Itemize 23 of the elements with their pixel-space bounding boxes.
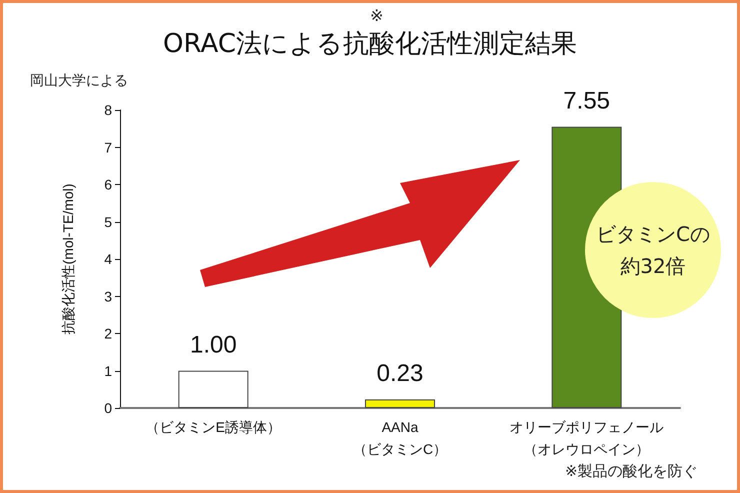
y-axis-title: 抗酸化活性(mol-TE/mol) xyxy=(60,184,76,334)
y-tick-label: 6 xyxy=(104,176,112,192)
text: ※ xyxy=(370,6,384,25)
data-label: 1.00 xyxy=(190,331,237,358)
y-tick-label: 2 xyxy=(104,326,112,342)
y-tick-label: 1 xyxy=(104,362,112,379)
chart-title: ORAC法による抗酸化活性測定結果 xyxy=(163,29,577,59)
text: 岡山大学による xyxy=(30,72,128,90)
text: ※製品の酸化を防ぐ xyxy=(565,462,698,481)
y-tick-label: 8 xyxy=(104,102,112,118)
x-tick-label: （ビタミンE誘導体） xyxy=(146,419,282,435)
data-label: 0.23 xyxy=(376,360,424,387)
annotation: ビタミンCの約32倍 xyxy=(595,221,711,280)
y-tick-label: 4 xyxy=(104,251,112,267)
x-tick-label: オリーブポリフェノール（オレウロペイン） xyxy=(510,419,664,457)
x-tick-label: AANa（ビタミンC） xyxy=(352,419,448,457)
bar xyxy=(178,370,248,408)
y-tick-label: 3 xyxy=(104,288,112,304)
y-tick-label: 7 xyxy=(104,139,112,156)
y-tick-label: 0 xyxy=(104,400,112,416)
bar xyxy=(365,399,435,408)
data-label: 7.55 xyxy=(563,87,610,114)
y-tick-label: 5 xyxy=(104,214,112,230)
